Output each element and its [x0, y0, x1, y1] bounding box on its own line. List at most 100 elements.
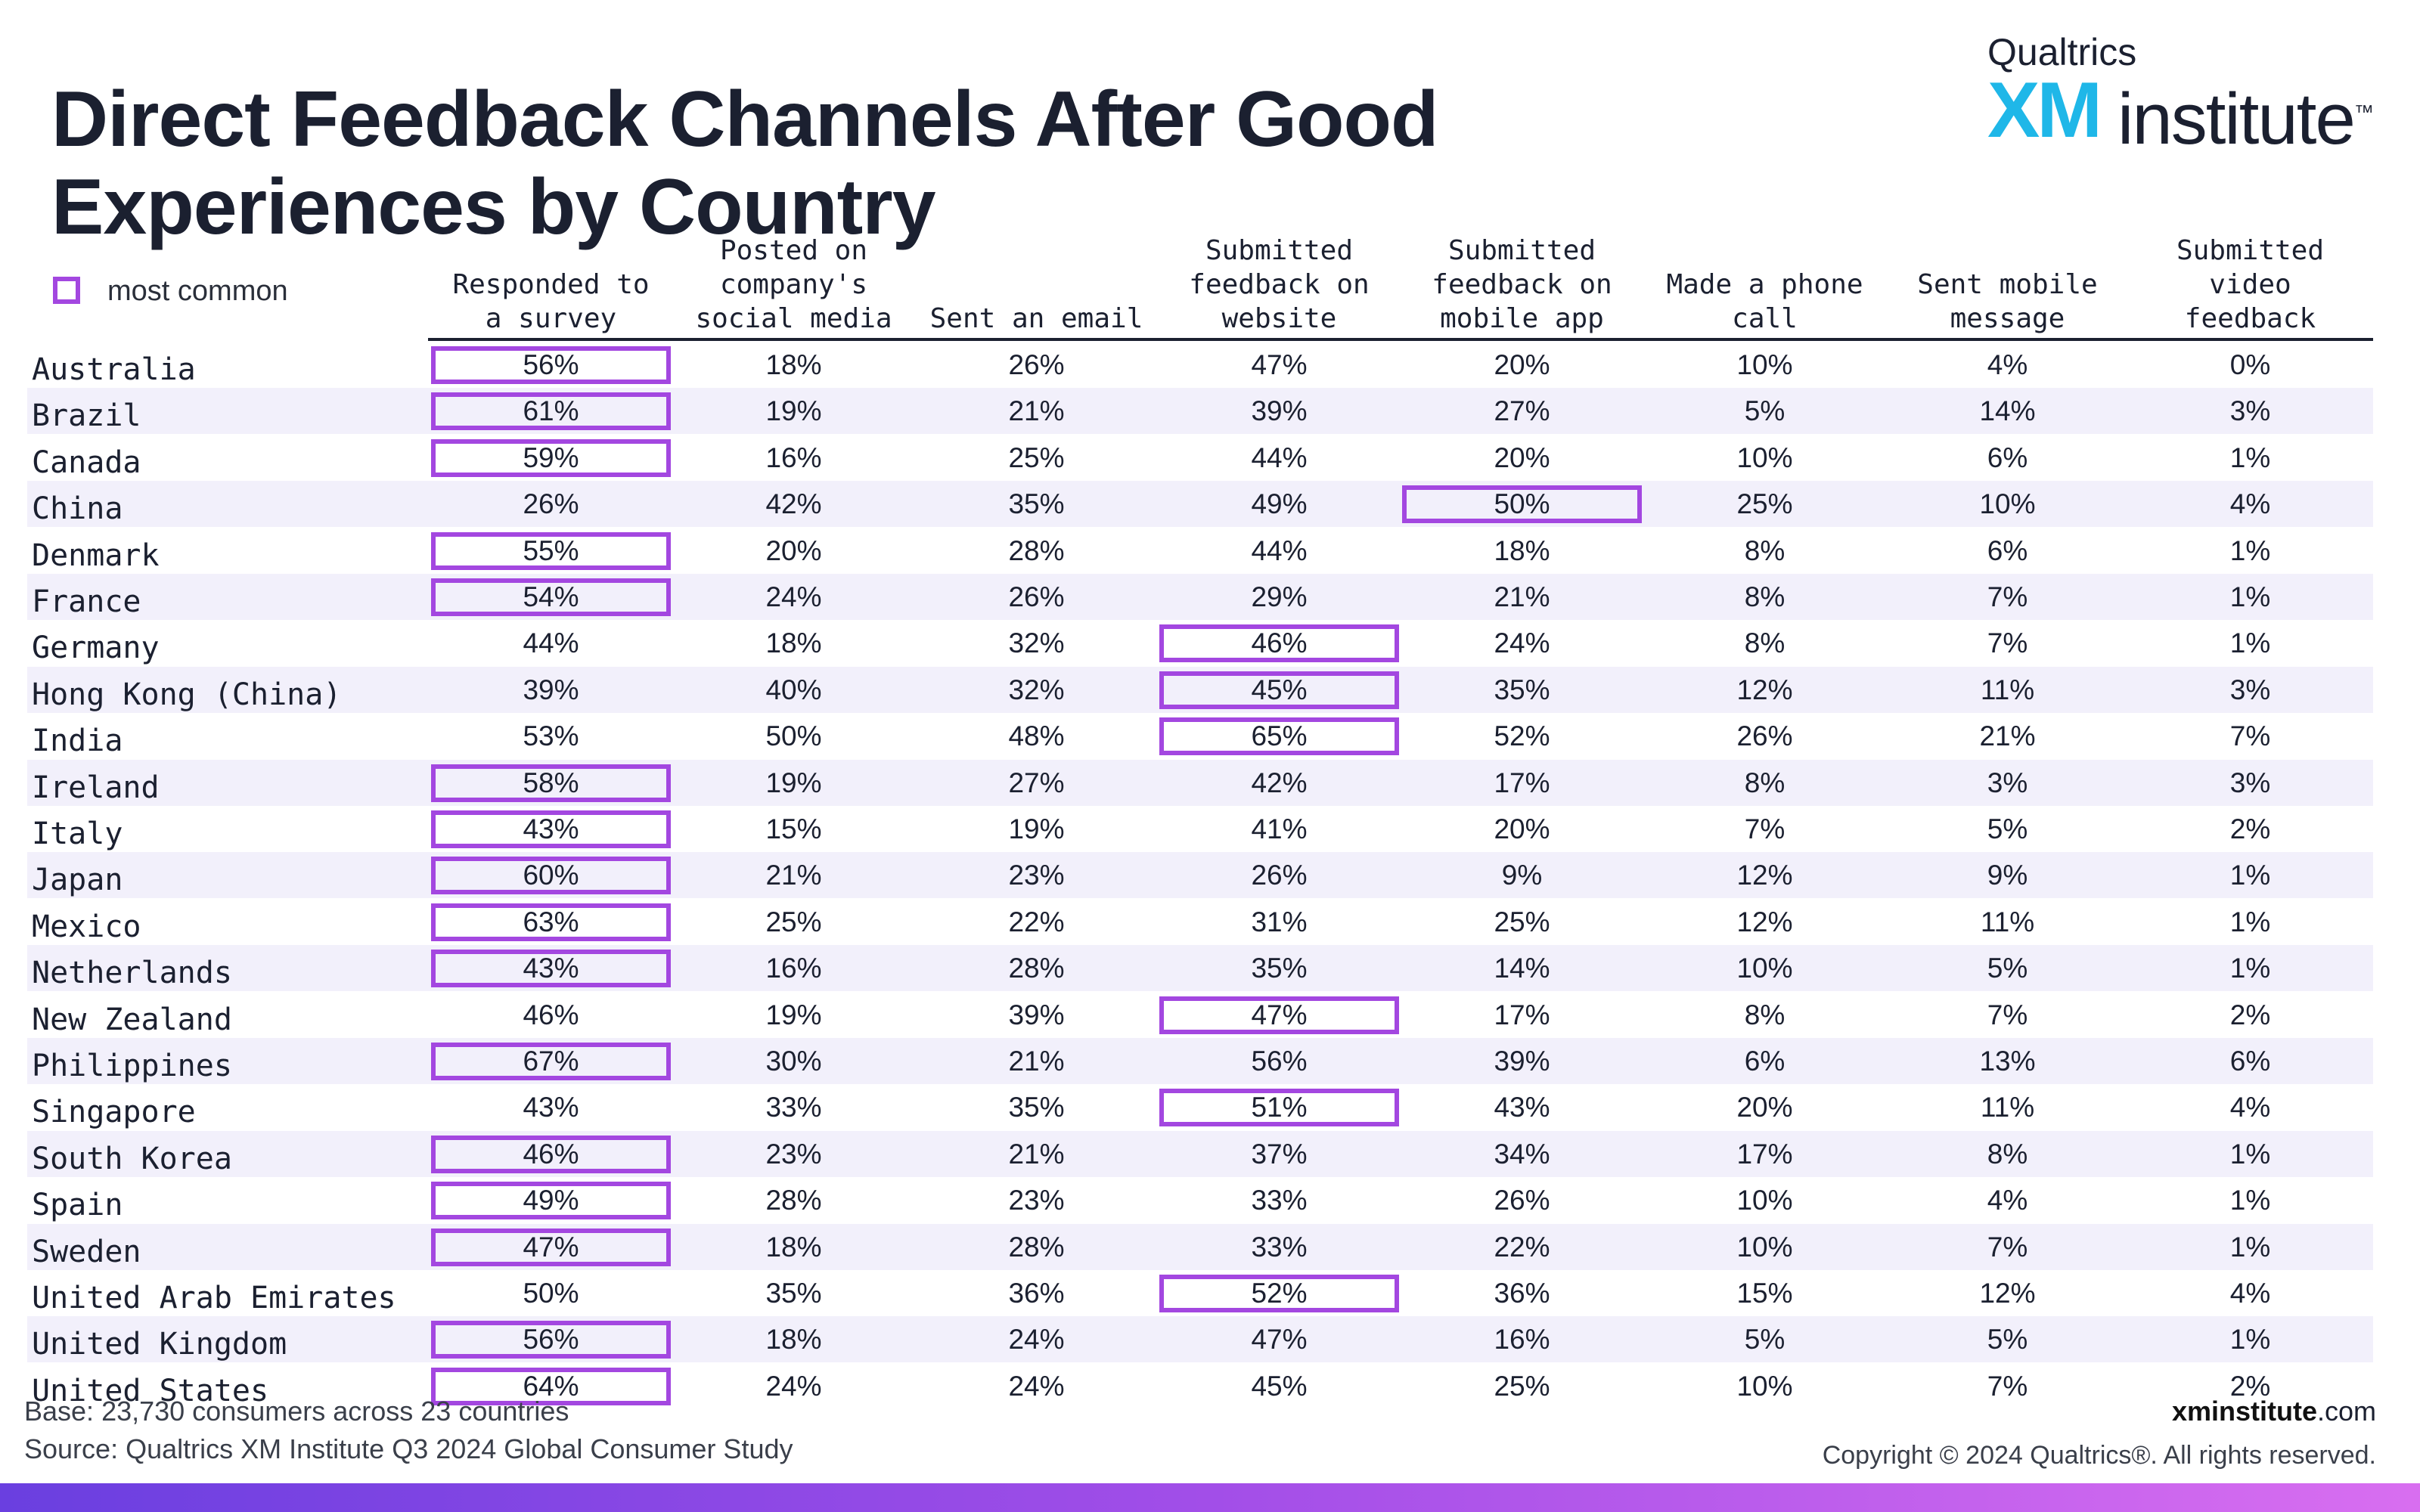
- website-bold: xminstitute: [2171, 1396, 2317, 1427]
- table-cell: 34%: [1494, 1138, 1550, 1170]
- table-cell: 1%: [2229, 906, 2271, 937]
- table-row: Philippines 67% 30% 21% 56% 39% 6% 13% 6%: [27, 1038, 2373, 1084]
- table-cell: 39%: [523, 674, 579, 705]
- table-cell: 39%: [1251, 395, 1308, 427]
- table-cell: 27%: [1494, 395, 1550, 427]
- table-cell: 48%: [1008, 720, 1065, 752]
- table-cell: 2%: [2229, 1370, 2271, 1402]
- table-cell-most-common: 51%: [1159, 1089, 1399, 1127]
- table-cell: 3%: [1987, 767, 2028, 798]
- table-cell: 21%: [1008, 395, 1065, 427]
- table-cell: 33%: [1251, 1185, 1308, 1216]
- table-row: Mexico 63% 25% 22% 31% 25% 12% 11% 1%: [27, 899, 2373, 945]
- table-cell: 49%: [1251, 488, 1308, 520]
- table-cell: 26%: [1008, 581, 1065, 612]
- website-link[interactable]: xminstitute.com: [2172, 1396, 2376, 1427]
- table-cell: 50%: [765, 720, 822, 752]
- table-cell: 35%: [765, 1278, 822, 1309]
- table-row: Ireland 58% 19% 27% 42% 17% 8% 3% 3%: [27, 759, 2373, 806]
- table-cell: 8%: [1744, 767, 1786, 798]
- table-cell: 52%: [1494, 720, 1550, 752]
- row-country-label: Australia: [32, 352, 196, 387]
- table-cell: 24%: [1008, 1370, 1065, 1402]
- table-cell: 42%: [1251, 767, 1308, 798]
- row-country-label: Canada: [32, 445, 141, 480]
- table-cell-most-common: 47%: [1159, 996, 1399, 1034]
- table-row: Hong Kong (China) 39% 40% 32% 45% 35% 12% 11% 3%: [27, 666, 2373, 713]
- table-cell: 37%: [1251, 1138, 1308, 1170]
- table-cell: 7%: [1987, 1231, 2028, 1263]
- table-row: New Zealand 46% 19% 39% 47% 17% 8% 7% 2%: [27, 992, 2373, 1038]
- logo-institute-word: institute: [2118, 79, 2356, 160]
- table-cell: 13%: [1979, 1046, 2036, 1077]
- table-cell: 28%: [1008, 534, 1065, 566]
- table-cell: 19%: [1008, 813, 1065, 844]
- logo-tm: ™: [2353, 101, 2374, 123]
- table-row: Germany 44% 18% 32% 46% 24% 8% 7% 1%: [27, 620, 2373, 666]
- table-cell-most-common: 55%: [431, 531, 671, 570]
- table-cell: 27%: [1008, 767, 1065, 798]
- legend-label: most common: [107, 275, 288, 307]
- table-cell: 10%: [1736, 1231, 1793, 1263]
- table-cell-most-common: 46%: [431, 1135, 671, 1173]
- table-cell: 26%: [1494, 1185, 1550, 1216]
- table-cell: 0%: [2229, 349, 2271, 380]
- column-header-8: Submitted video feedback: [2176, 235, 2325, 334]
- table-cell: 46%: [523, 999, 579, 1030]
- table-cell: 12%: [1736, 674, 1793, 705]
- table-cell: 43%: [1494, 1092, 1550, 1123]
- table-cell: 1%: [2229, 442, 2271, 473]
- table-cell-most-common: 58%: [431, 764, 671, 802]
- logo-xm-text: XM: [1987, 67, 2102, 154]
- table-cell: 26%: [523, 488, 579, 520]
- table-cell: 17%: [1736, 1138, 1793, 1170]
- table-cell: 43%: [523, 1092, 579, 1123]
- table-cell: 10%: [1736, 1370, 1793, 1402]
- table-cell: 4%: [2229, 1278, 2271, 1309]
- source-label: Source:: [24, 1433, 119, 1464]
- table-cell-most-common: 45%: [1159, 671, 1399, 709]
- table-cell: 11%: [1980, 674, 2035, 705]
- table-cell: 15%: [765, 813, 822, 844]
- table-cell: 3%: [2229, 674, 2271, 705]
- table-cell: 25%: [1494, 1370, 1550, 1402]
- row-country-label: Japan: [32, 863, 123, 898]
- table-cell: 33%: [765, 1092, 822, 1123]
- table-cell: 26%: [1251, 860, 1308, 891]
- legend-swatch-icon: [53, 277, 80, 304]
- table-cell: 10%: [1736, 953, 1793, 984]
- table-cell: 45%: [1251, 1370, 1308, 1402]
- table-cell: 18%: [765, 1231, 822, 1263]
- table-cell: 44%: [1251, 442, 1308, 473]
- table-row: United Kingdom 56% 18% 24% 47% 16% 5% 5% 1%: [27, 1316, 2373, 1363]
- table-cell: 25%: [1008, 442, 1065, 473]
- table-cell: 42%: [765, 488, 822, 520]
- table-cell: 7%: [2229, 720, 2271, 752]
- table-cell: 35%: [1494, 674, 1550, 705]
- table-cell: 12%: [1736, 860, 1793, 891]
- table-cell: 35%: [1251, 953, 1308, 984]
- table-cell: 17%: [1494, 999, 1550, 1030]
- table-cell: 39%: [1008, 999, 1065, 1030]
- table-cell: 24%: [765, 1370, 822, 1402]
- table-cell: 24%: [765, 581, 822, 612]
- table-cell: 10%: [1979, 488, 2036, 520]
- row-country-label: Hong Kong (China): [32, 677, 342, 712]
- table-row: India 53% 50% 48% 65% 52% 26% 21% 7%: [27, 713, 2373, 759]
- table-cell: 5%: [1744, 395, 1786, 427]
- table-cell: 47%: [1251, 1324, 1308, 1356]
- table-row: Brazil 61% 19% 21% 39% 27% 5% 14% 3%: [27, 388, 2373, 435]
- table-cell: 21%: [1008, 1046, 1065, 1077]
- table-cell: 21%: [1979, 720, 2036, 752]
- table-cell: 4%: [1987, 349, 2028, 380]
- logo-institute-text: institute™: [2118, 76, 2374, 156]
- table-cell-most-common: 54%: [431, 578, 671, 616]
- table-cell: 15%: [1736, 1278, 1793, 1309]
- table-cell: 6%: [1744, 1046, 1786, 1077]
- table-cell-most-common: 56%: [431, 1321, 671, 1359]
- table-cell: 17%: [1494, 767, 1550, 798]
- table-cell-most-common: 52%: [1159, 1275, 1399, 1312]
- table-row: Canada 59% 16% 25% 44% 20% 10% 6% 1%: [27, 435, 2373, 481]
- table-cell: 1%: [2229, 1185, 2271, 1216]
- table-cell: 5%: [1987, 953, 2028, 984]
